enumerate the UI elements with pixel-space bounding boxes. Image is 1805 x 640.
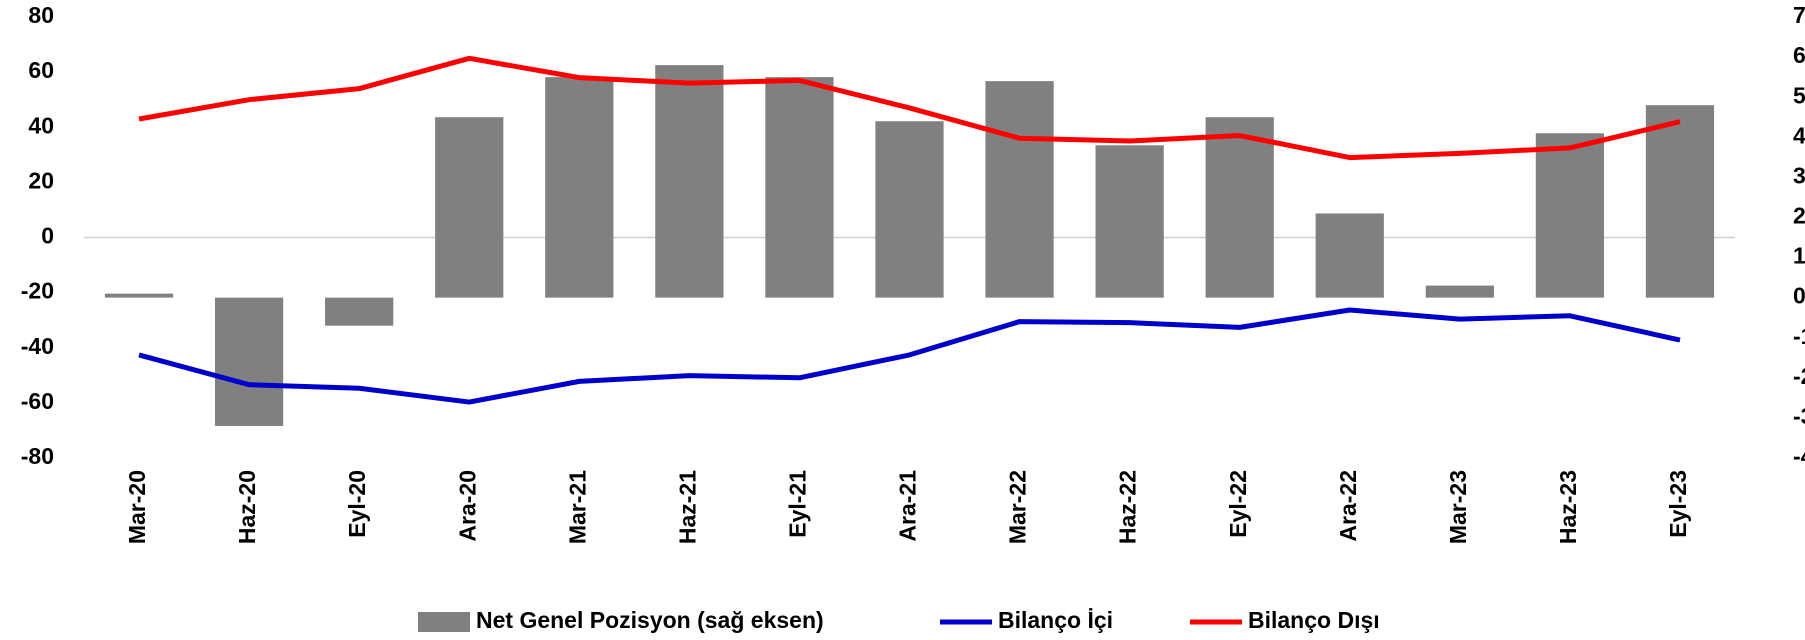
y2-tick-label: 5 bbox=[1793, 82, 1805, 108]
x-tick-label: Mar-22 bbox=[1005, 470, 1031, 544]
bar bbox=[1095, 145, 1164, 298]
x-tick-label: Haz-20 bbox=[234, 470, 260, 544]
x-tick-label: Ara-20 bbox=[454, 470, 480, 542]
x-tick-label: Eyl-22 bbox=[1225, 470, 1251, 538]
y-tick-label: -80 bbox=[21, 443, 54, 469]
y2-tick-label: -1 bbox=[1793, 323, 1805, 349]
x-tick-label: Eyl-23 bbox=[1665, 470, 1691, 538]
bar bbox=[765, 77, 834, 298]
y2-tick-label: 0 bbox=[1793, 283, 1805, 309]
y-tick-label: -20 bbox=[21, 278, 54, 304]
y-tick-label: -60 bbox=[21, 388, 54, 414]
bar bbox=[1315, 213, 1384, 298]
legend-label: Bilanço Dışı bbox=[1248, 607, 1380, 633]
bar bbox=[214, 297, 284, 426]
y-tick-label: 80 bbox=[28, 2, 54, 28]
y-tick-label: 0 bbox=[41, 223, 54, 249]
bar bbox=[985, 81, 1054, 298]
y-tick-label: 40 bbox=[28, 112, 54, 138]
y2-tick-label: 6 bbox=[1793, 42, 1805, 68]
bar bbox=[655, 65, 724, 298]
line bbox=[138, 55, 1681, 161]
y2-tick-label: 1 bbox=[1793, 243, 1805, 269]
y2-tick-label: 3 bbox=[1793, 162, 1805, 188]
x-tick-label: Haz-23 bbox=[1555, 470, 1581, 544]
y-tick-label: 20 bbox=[28, 167, 54, 193]
x-tick-label: Ara-21 bbox=[895, 470, 921, 542]
bar bbox=[104, 293, 174, 298]
legend-label: Net Genel Pozisyon (sağ eksen) bbox=[476, 607, 824, 633]
y-tick-label: 60 bbox=[28, 57, 54, 83]
x-tick-label: Haz-22 bbox=[1115, 470, 1141, 544]
legend-swatch bbox=[418, 612, 470, 632]
y2-tick-label: 7 bbox=[1793, 2, 1805, 28]
bar bbox=[1645, 105, 1715, 298]
bar bbox=[435, 117, 504, 298]
bar bbox=[1425, 285, 1494, 298]
y-tick-label: -40 bbox=[21, 333, 54, 359]
line bbox=[138, 307, 1681, 405]
x-tick-label: Mar-23 bbox=[1445, 470, 1471, 544]
x-tick-label: Eyl-20 bbox=[344, 470, 370, 538]
bar bbox=[875, 121, 944, 298]
x-tick-label: Haz-21 bbox=[674, 470, 700, 544]
bar bbox=[1535, 133, 1605, 298]
y2-tick-label: 2 bbox=[1793, 203, 1805, 229]
x-tick-label: Eyl-21 bbox=[785, 470, 811, 538]
x-tick-label: Mar-20 bbox=[124, 470, 150, 544]
legend-label: Bilanço İçi bbox=[998, 607, 1113, 633]
y2-tick-label: -4 bbox=[1793, 443, 1805, 469]
bar bbox=[325, 297, 394, 326]
y2-tick-label: -3 bbox=[1793, 403, 1805, 429]
y2-tick-label: 4 bbox=[1793, 122, 1805, 148]
bar bbox=[545, 77, 614, 298]
x-tick-label: Mar-21 bbox=[564, 470, 590, 544]
y2-tick-label: -2 bbox=[1793, 363, 1805, 389]
bar bbox=[1205, 117, 1274, 298]
x-tick-label: Ara-22 bbox=[1335, 470, 1361, 542]
